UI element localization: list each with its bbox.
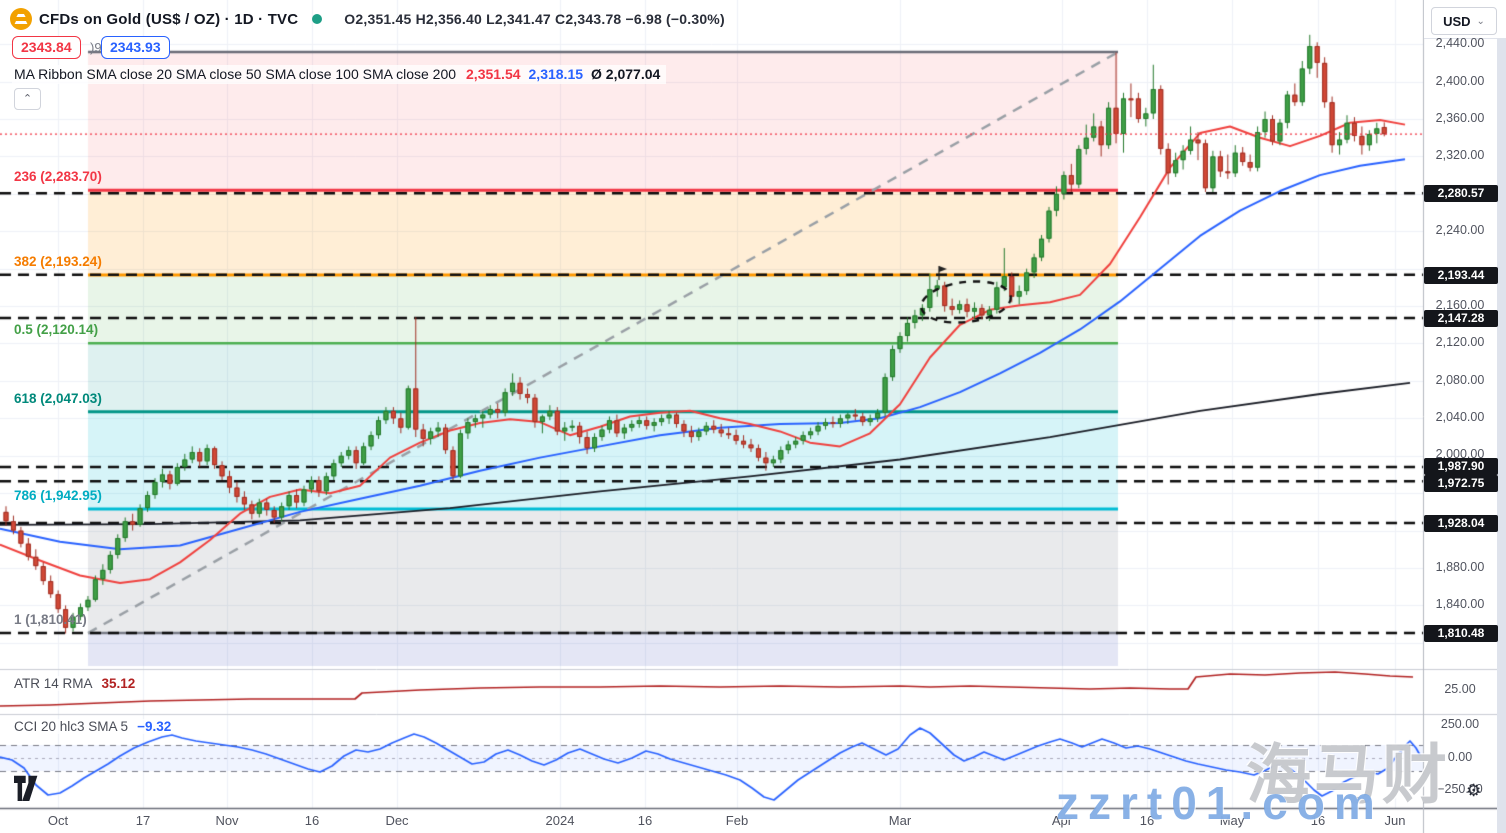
time-axis-label: May [1219,813,1245,828]
price-level-badge: 1,810.48 [1424,624,1498,642]
ohlc-values: O2,351.45 H2,356.40 L2,341.47 C2,343.78 … [344,11,725,27]
gold-symbol-icon [10,8,32,30]
atr-value: 35.12 [101,676,136,691]
collapse-indicator-button[interactable]: ⌃ [14,88,41,110]
ma-ribbon-legend[interactable]: MA Ribbon SMA close 20 SMA close 50 SMA … [12,65,667,84]
ma-ribbon-params: SMA close 20 SMA close 50 SMA close 100 … [86,66,457,82]
symbol-header: CFDs on Gold (US$ / OZ) · 1D · TVC O2,35… [10,8,725,30]
price-axis-label: 2,240.00 [1435,223,1485,237]
price-level-badge: 1,928.04 [1424,514,1498,532]
price-axis-label: 2,320.00 [1435,148,1485,162]
fib-level-label[interactable]: 1 (1,810.41) [14,612,87,628]
time-axis-label: 2024 [545,813,575,828]
price-label-red[interactable]: 2343.84 [12,36,81,59]
time-axis-label: Apr [1051,813,1073,828]
price-axis-label: 0.00 [1447,750,1473,764]
time-axis-label: Nov [215,813,239,828]
price-level-badge: 2,280.57 [1424,184,1498,202]
symbol-title[interactable]: CFDs on Gold (US$ / OZ) · 1D · TVC [39,10,299,28]
ma-sma20-value: 2,351.54 [466,66,521,82]
fib-level-label[interactable]: 236 (2,283.70) [14,169,102,185]
price-axis-label: 2,400.00 [1435,74,1485,88]
chevron-up-icon: ⌃ [22,93,33,105]
time-axis-label: Dec [385,813,409,828]
price-level-badge: 2,193.44 [1424,266,1498,284]
price-level-badge: 2,147.28 [1424,309,1498,327]
price-axis-label: −250.00 [1437,782,1483,796]
price-axis-label: 25.00 [1444,682,1476,696]
cci-panel-legend[interactable]: CCI 20 hlc3 SMA 5 −9.32 [14,719,172,734]
price-axis-label: 2,160.00 [1435,298,1485,312]
time-axis-label: 16 [304,813,320,828]
fib-level-label[interactable]: 786 (1,942.95) [14,488,102,504]
cci-title: CCI 20 hlc3 SMA 5 [14,719,129,734]
cci-value: −9.32 [137,719,172,734]
fib-level-label[interactable]: 0.5 (2,120.14) [14,322,99,338]
clipped-digit: )9 [90,40,102,55]
price-axis-label: 2,440.00 [1435,36,1485,50]
time-axis-label: 17 [135,813,151,828]
price-axis-label: 2,080.00 [1435,373,1485,387]
price-axis-label: 250.00 [1440,717,1480,731]
price-level-badge: 1,972.75 [1424,474,1498,492]
price-axis-label: 1,880.00 [1435,560,1485,574]
time-axis-label: 16 [1139,813,1155,828]
price-axis-label: 2,120.00 [1435,335,1485,349]
chevron-down-icon: ⌄ [1476,15,1485,27]
ma-average-value: Ø 2,077.04 [591,66,661,82]
price-axis-label: 2,040.00 [1435,410,1485,424]
atr-title: ATR 14 RMA [14,676,93,691]
fib-level-label[interactable]: 382 (2,193.24) [14,253,102,269]
fib-level-label[interactable]: 618 (2,047.03) [14,390,102,406]
right-edge-strip [1497,0,1506,833]
settings-gear-icon[interactable]: ⚙ [1466,781,1482,800]
time-axis-label: Jun [1384,813,1406,828]
ma-sma50-value: 2,318.15 [528,66,584,82]
market-status-dot[interactable] [312,14,323,24]
ma-ribbon-title: MA Ribbon [14,66,83,82]
currency-label: USD [1443,13,1471,29]
time-axis-label: Oct [47,813,69,828]
time-axis-label: 16 [637,813,653,828]
price-label-blue[interactable]: 2343.93 [101,36,170,59]
price-level-badge: 1,987.90 [1424,457,1498,475]
price-axis-label: 2,360.00 [1435,111,1485,125]
currency-selector[interactable]: USD ⌄ [1431,7,1497,35]
time-axis-label: 16 [1310,813,1326,828]
time-axis-label: Mar [888,813,912,828]
atr-panel-legend[interactable]: ATR 14 RMA 35.12 [14,676,136,691]
price-axis-label: 1,840.00 [1435,597,1485,611]
time-axis-label: Feb [725,813,749,828]
tradingview-logo[interactable] [14,774,48,806]
